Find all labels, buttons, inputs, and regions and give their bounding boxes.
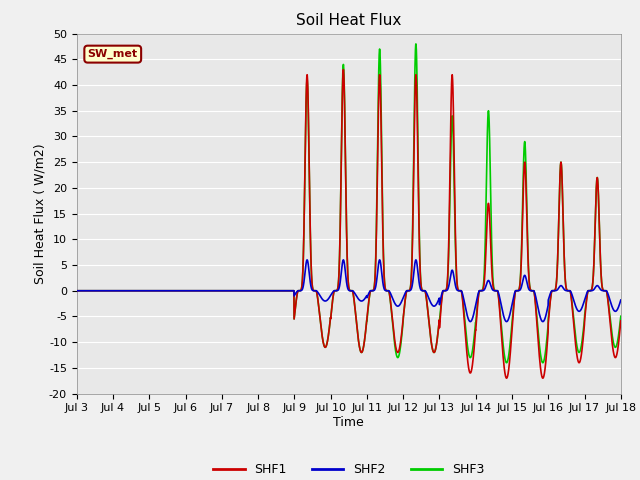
X-axis label: Time: Time [333,416,364,429]
Title: Soil Heat Flux: Soil Heat Flux [296,13,401,28]
Text: SW_met: SW_met [88,49,138,59]
Legend: SHF1, SHF2, SHF3: SHF1, SHF2, SHF3 [209,458,489,480]
Y-axis label: Soil Heat Flux ( W/m2): Soil Heat Flux ( W/m2) [33,144,46,284]
